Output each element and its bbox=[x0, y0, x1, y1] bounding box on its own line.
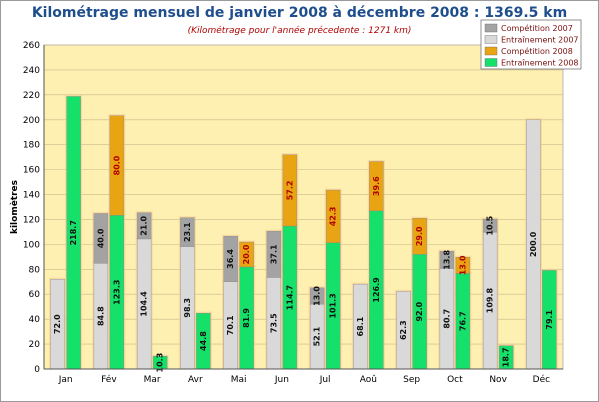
data-label: 72.0 bbox=[53, 314, 62, 334]
data-label: 20.0 bbox=[242, 244, 251, 264]
data-label: 109.8 bbox=[486, 288, 495, 314]
chart-title: Kilométrage mensuel de janvier 2008 à dé… bbox=[31, 5, 568, 21]
data-label: 68.1 bbox=[356, 316, 365, 336]
legend-swatch bbox=[484, 46, 498, 56]
y-tick-label: 240 bbox=[23, 66, 40, 76]
data-label: 84.8 bbox=[96, 306, 105, 326]
data-label: 62.3 bbox=[399, 320, 408, 340]
data-label: 101.3 bbox=[329, 293, 338, 318]
y-tick-label: 100 bbox=[23, 240, 40, 250]
bar-compétition-2008 bbox=[455, 257, 471, 274]
bar-compétition-2007 bbox=[266, 230, 282, 278]
x-tick-label: Avr bbox=[188, 375, 203, 385]
y-tick-label: 260 bbox=[23, 41, 40, 51]
data-label: 13.0 bbox=[313, 286, 322, 306]
x-tick-label: Jun bbox=[274, 375, 289, 385]
legend-label: Compétition 2008 bbox=[501, 46, 573, 56]
data-label: 98.3 bbox=[183, 298, 192, 318]
data-label: 79.1 bbox=[545, 309, 554, 329]
data-label: 44.8 bbox=[199, 331, 208, 351]
data-label: 92.0 bbox=[415, 301, 424, 321]
bar-compétition-2008 bbox=[282, 154, 298, 227]
x-tick-label: Mar bbox=[144, 375, 161, 385]
bar-compétition-2007 bbox=[223, 236, 238, 282]
y-tick-label: 40 bbox=[29, 315, 41, 325]
data-label: 218.7 bbox=[69, 220, 78, 245]
y-tick-label: 120 bbox=[23, 215, 40, 225]
data-label: 200.0 bbox=[529, 231, 538, 257]
y-tick-label: 160 bbox=[23, 166, 40, 176]
x-tick-label: Déc bbox=[533, 374, 550, 385]
data-label: 21.0 bbox=[140, 216, 149, 236]
y-tick-label: 220 bbox=[23, 91, 40, 101]
legend-box bbox=[480, 19, 582, 70]
data-label: 10.3 bbox=[156, 353, 165, 373]
data-label: 104.4 bbox=[140, 291, 149, 317]
y-tick-label: 140 bbox=[23, 191, 40, 201]
data-label: 37.1 bbox=[269, 244, 278, 264]
bar-compétition-2008 bbox=[239, 241, 254, 268]
legend-swatch bbox=[484, 58, 498, 67]
x-tick-label: Oct bbox=[447, 375, 463, 385]
data-label: 81.9 bbox=[242, 308, 251, 328]
legend-label: Entraînement 2007 bbox=[501, 36, 579, 45]
data-label: 36.4 bbox=[226, 249, 235, 269]
bar-compétition-2008 bbox=[109, 115, 125, 216]
data-label: 52.1 bbox=[313, 326, 322, 346]
data-label: 10.5 bbox=[486, 215, 495, 235]
x-tick-label: Aoû bbox=[360, 375, 377, 385]
x-tick-label: Jan bbox=[58, 375, 73, 385]
data-label: 80.0 bbox=[112, 155, 121, 175]
bar-compétition-2008 bbox=[325, 189, 341, 243]
y-tick-label: 80 bbox=[29, 265, 41, 275]
data-label: 123.3 bbox=[112, 280, 121, 305]
legend-label: Entraînement 2008 bbox=[501, 59, 579, 68]
data-label: 40.0 bbox=[96, 228, 105, 248]
y-tick-label: 20 bbox=[29, 340, 41, 350]
x-tick-label: Jul bbox=[319, 375, 331, 385]
data-label: 13.0 bbox=[458, 255, 467, 275]
data-label: 42.3 bbox=[329, 207, 338, 227]
chart-subtitle: (Kilométrage pour l'année précedente : 1… bbox=[187, 26, 412, 36]
x-tick-label: Fév bbox=[101, 374, 117, 385]
x-tick-label: Sep bbox=[403, 375, 420, 385]
legend-label: Compétition 2007 bbox=[501, 23, 573, 33]
bar-compétition-2008 bbox=[412, 218, 427, 255]
data-label: 29.0 bbox=[415, 226, 424, 246]
data-label: 39.6 bbox=[372, 176, 381, 196]
y-tick-label: 200 bbox=[23, 116, 40, 126]
bar-compétition-2007 bbox=[93, 213, 109, 264]
data-label: 23.1 bbox=[183, 222, 192, 242]
data-label: 126.9 bbox=[372, 277, 381, 303]
y-tick-label: 0 bbox=[34, 365, 40, 375]
bar-compétition-2007 bbox=[439, 251, 455, 269]
x-tick-label: Mai bbox=[231, 375, 247, 385]
data-label: 70.1 bbox=[226, 315, 235, 335]
y-tick-label: 60 bbox=[29, 290, 41, 300]
x-tick-label: Nov bbox=[489, 375, 507, 385]
data-label: 13.8 bbox=[442, 250, 451, 270]
legend-swatch bbox=[484, 23, 498, 33]
y-axis-label: kilomètres bbox=[9, 180, 20, 234]
data-label: 76.7 bbox=[458, 311, 467, 331]
data-label: 114.7 bbox=[285, 285, 294, 310]
bar-compétition-2007 bbox=[309, 287, 325, 305]
legend-swatch bbox=[484, 35, 498, 44]
y-tick-label: 180 bbox=[23, 141, 40, 151]
data-label: 57.2 bbox=[285, 181, 294, 201]
bar-compétition-2007 bbox=[180, 217, 195, 247]
data-label: 18.7 bbox=[502, 347, 511, 367]
data-label: 73.5 bbox=[269, 313, 278, 333]
bar-compétition-2008 bbox=[369, 161, 384, 212]
bar-compétition-2007 bbox=[136, 212, 152, 240]
bar-compétition-2007 bbox=[482, 218, 498, 233]
data-label: 80.7 bbox=[442, 309, 451, 329]
